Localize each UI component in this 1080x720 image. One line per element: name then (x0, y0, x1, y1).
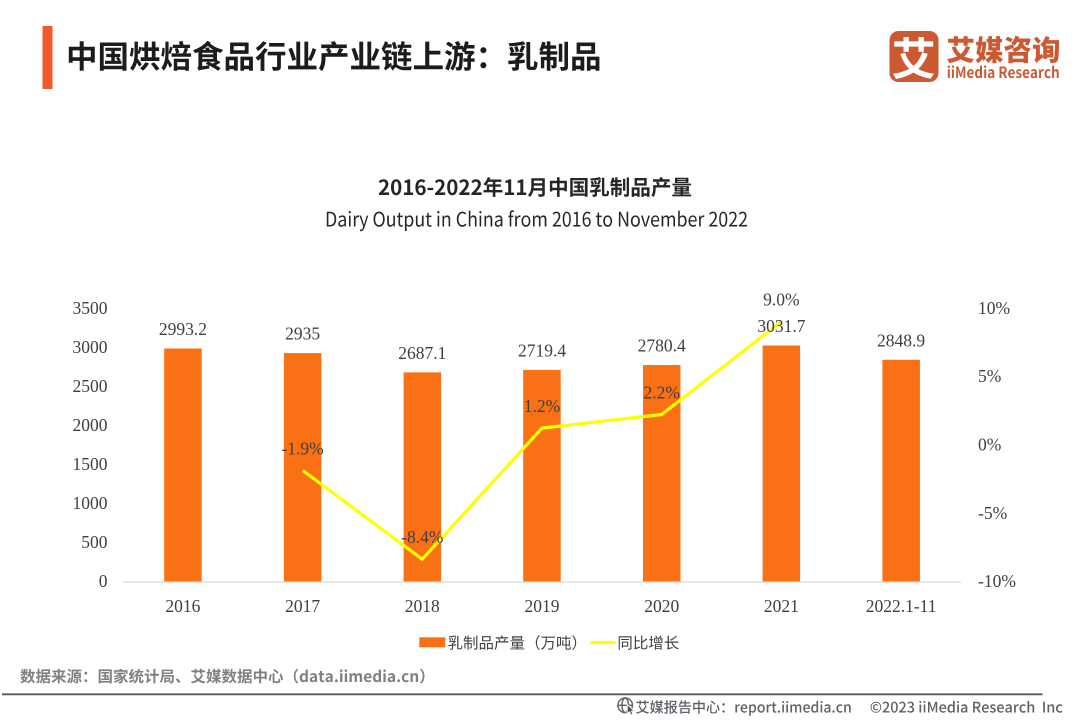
svg-text:1500: 1500 (73, 454, 108, 474)
svg-text:0%: 0% (978, 435, 1001, 455)
svg-text:-10%: -10% (978, 571, 1016, 591)
svg-text:2993.2: 2993.2 (159, 319, 207, 339)
svg-text:3000: 3000 (73, 337, 108, 357)
svg-text:-8.4%: -8.4% (401, 527, 443, 547)
svg-text:10%: 10% (978, 298, 1010, 318)
svg-text:2687.1: 2687.1 (398, 343, 446, 363)
svg-text:0: 0 (99, 571, 108, 591)
svg-text:2935: 2935 (285, 324, 320, 344)
svg-text:3500: 3500 (73, 298, 108, 318)
svg-text:500: 500 (81, 532, 108, 552)
svg-text:2021: 2021 (764, 596, 799, 616)
svg-text:-1.9%: -1.9% (281, 438, 323, 458)
svg-text:2019: 2019 (525, 596, 560, 616)
svg-text:2020: 2020 (644, 596, 679, 616)
svg-text:9.0%: 9.0% (763, 290, 799, 310)
svg-text:2848.9: 2848.9 (877, 330, 925, 350)
svg-text:1.2%: 1.2% (524, 396, 560, 416)
svg-text:2719.4: 2719.4 (518, 340, 566, 360)
svg-text:2022.1-11: 2022.1-11 (866, 596, 937, 616)
svg-text:5%: 5% (978, 366, 1001, 386)
svg-text:2500: 2500 (73, 376, 108, 396)
svg-text:2780.4: 2780.4 (638, 336, 686, 356)
svg-text:2.2%: 2.2% (643, 383, 679, 403)
svg-text:2016: 2016 (165, 596, 200, 616)
svg-text:2000: 2000 (73, 415, 108, 435)
svg-text:1000: 1000 (73, 493, 108, 513)
svg-text:-5%: -5% (978, 503, 1007, 523)
svg-text:2018: 2018 (405, 596, 440, 616)
svg-text:3031.7: 3031.7 (757, 316, 805, 336)
svg-text:2017: 2017 (285, 596, 320, 616)
